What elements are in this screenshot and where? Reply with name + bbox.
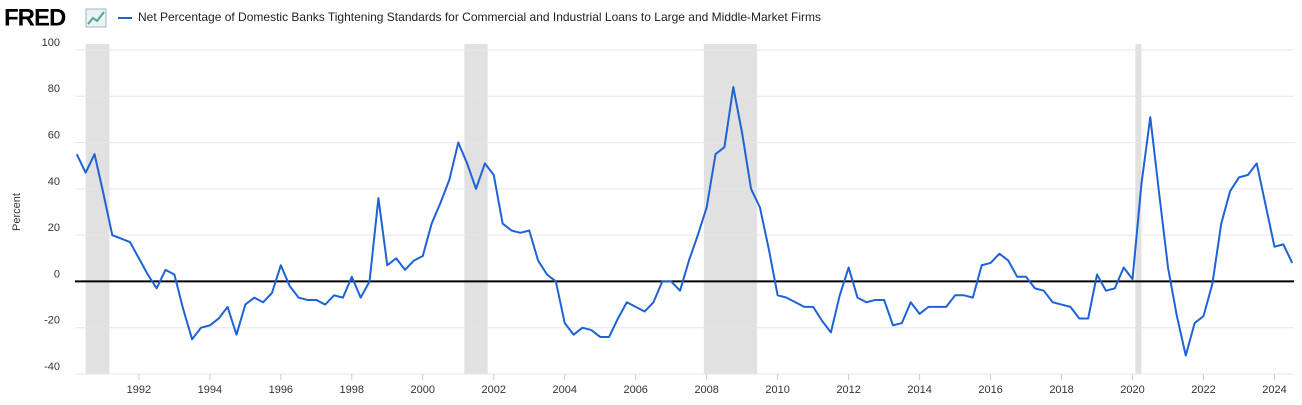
logo-icon <box>85 8 107 28</box>
recession-band <box>85 44 110 374</box>
x-tick-label: 1998 <box>340 384 364 396</box>
y-tick-label: 40 <box>48 176 60 188</box>
x-tick-label: 2012 <box>836 384 860 396</box>
logo: FRED <box>4 4 66 31</box>
y-tick-label: 0 <box>54 268 60 280</box>
y-tick-label: 100 <box>42 37 60 49</box>
y-tick-label: -20 <box>44 315 60 327</box>
x-tick-label: 2004 <box>552 384 576 396</box>
y-tick-label: 80 <box>48 83 60 95</box>
recession-band <box>703 44 758 374</box>
recession-band <box>464 44 488 374</box>
x-tick-label: 2002 <box>482 384 506 396</box>
x-tick-label: 2006 <box>623 384 647 396</box>
x-tick-label: 2016 <box>978 384 1002 396</box>
y-tick-label: -40 <box>44 361 60 373</box>
x-tick-label: 2010 <box>765 384 789 396</box>
x-tick-label: 2014 <box>907 384 931 396</box>
x-tick-label: 2024 <box>1262 384 1286 396</box>
y-axis-label: Percent <box>11 193 23 231</box>
y-tick-label: 60 <box>48 129 60 141</box>
x-tick-label: 1992 <box>127 384 151 396</box>
legend-label: Net Percentage of Domestic Banks Tighten… <box>138 10 821 24</box>
x-tick-label: 2022 <box>1191 384 1215 396</box>
x-tick-label: 2020 <box>1120 384 1144 396</box>
data-line <box>75 86 1294 357</box>
x-tick-label: 2000 <box>411 384 435 396</box>
x-tick-label: 1994 <box>198 384 222 396</box>
y-tick-label: 20 <box>48 222 60 234</box>
x-tick-label: 2018 <box>1049 384 1073 396</box>
x-tick-label: 1996 <box>269 384 293 396</box>
x-tick-label: 2008 <box>694 384 718 396</box>
